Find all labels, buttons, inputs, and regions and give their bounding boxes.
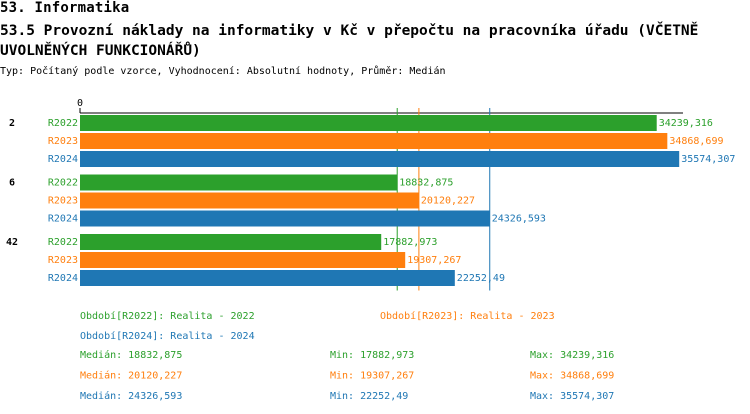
x-tick-label: 0 <box>77 98 83 109</box>
legend-entry: Období[R2022]: Realita - 2022 <box>80 310 255 322</box>
value-label: 22252,49 <box>457 273 505 284</box>
chart-meta: Typ: Počítaný podle vzorce, Vyhodnocení:… <box>0 66 446 77</box>
bar <box>80 151 680 167</box>
bar <box>80 115 657 131</box>
value-label: 17882,973 <box>383 237 437 248</box>
bar <box>80 270 455 286</box>
stat: Min: 22252,49 <box>330 391 408 402</box>
value-label: 34868,699 <box>669 136 723 147</box>
stat-value: 34239,316 <box>560 350 614 361</box>
stat-label: Medián: <box>80 349 122 361</box>
chart-title: 53.5 Provozní náklady na informatiky v K… <box>0 23 699 59</box>
stat-label: Max: <box>530 350 554 361</box>
series-label: R2023 <box>48 196 78 207</box>
stat-label: Min: <box>330 350 354 361</box>
stat: Max: 34868,699 <box>530 371 614 382</box>
stat-value: 17882,973 <box>360 350 414 361</box>
bar <box>80 252 406 268</box>
stat: Max: 35574,307 <box>530 391 614 402</box>
stat: Medián: 18832,875 <box>80 349 182 361</box>
section-title: 53. Informatika <box>0 0 130 16</box>
legend-entry: Období[R2023]: Realita - 2023 <box>380 310 555 322</box>
stat-value: 19307,267 <box>360 371 414 382</box>
stat-label: Max: <box>530 391 554 402</box>
stat: Min: 19307,267 <box>330 371 414 382</box>
bar <box>80 133 668 149</box>
value-label: 35574,307 <box>681 154 735 165</box>
series-label: R2022 <box>48 118 78 129</box>
value-label: 34239,316 <box>659 118 713 129</box>
legend-entry: Období[R2024]: Realita - 2024 <box>80 330 255 342</box>
bar <box>80 210 490 227</box>
series-label: R2022 <box>48 178 78 189</box>
value-label: 18832,875 <box>399 178 453 189</box>
stat-label: Medián: <box>80 390 122 402</box>
category-label: 6 <box>9 178 15 189</box>
series-label: R2024 <box>48 273 78 284</box>
value-label: 24326,593 <box>492 214 546 225</box>
stat-value: 22252,49 <box>360 391 408 402</box>
stat-value: 35574,307 <box>560 391 614 402</box>
bar <box>80 174 398 191</box>
category-label: 2 <box>9 118 15 129</box>
stat-label: Min: <box>330 371 354 382</box>
value-label: 20120,227 <box>421 196 475 207</box>
stat-value: 18832,875 <box>128 350 182 361</box>
series-label: R2024 <box>48 154 78 165</box>
stat-value: 24326,593 <box>128 391 182 402</box>
bar <box>80 234 382 250</box>
stat: Medián: 20120,227 <box>80 370 182 382</box>
category-label: 42 <box>6 237 18 248</box>
stat: Max: 34239,316 <box>530 350 614 361</box>
series-label: R2023 <box>48 255 78 266</box>
series-label: R2024 <box>48 214 78 225</box>
series-label: R2022 <box>48 237 78 248</box>
stat-label: Max: <box>530 371 554 382</box>
stat-label: Medián: <box>80 370 122 382</box>
value-label: 19307,267 <box>407 255 461 266</box>
bar <box>80 192 419 209</box>
stat-value: 34868,699 <box>560 371 614 382</box>
series-label: R2023 <box>48 136 78 147</box>
stat-label: Min: <box>330 391 354 402</box>
stat: Medián: 24326,593 <box>80 390 182 402</box>
stat: Min: 17882,973 <box>330 350 414 361</box>
stat-value: 20120,227 <box>128 371 182 382</box>
